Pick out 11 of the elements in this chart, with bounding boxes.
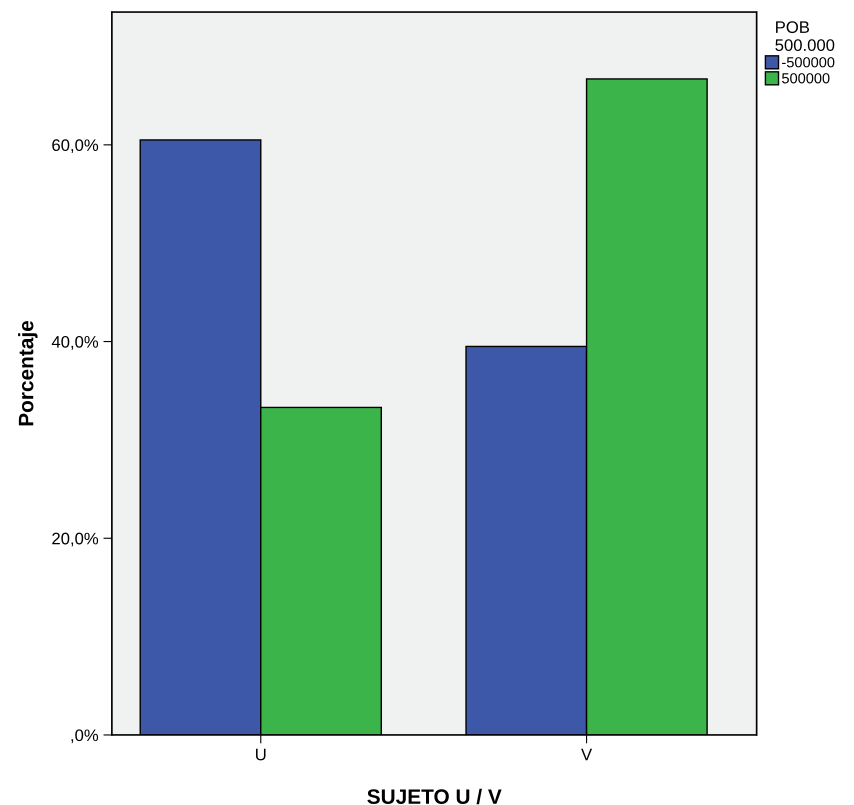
legend-title: POB 500.000 xyxy=(775,21,834,52)
y-tick-label: 40,0% xyxy=(52,336,98,350)
x-tick-label: V xyxy=(581,748,592,760)
legend-label: -500000 xyxy=(782,57,834,68)
x-tick-label: U xyxy=(256,748,266,760)
x-axis-title: SUJETO U / V xyxy=(367,788,502,804)
y-tick-label: 60,0% xyxy=(52,139,98,154)
y-axis-title: Porcentaje xyxy=(18,320,38,426)
legend-label: 500000 xyxy=(782,73,830,84)
y-tick-label: 20,0% xyxy=(52,532,98,546)
y-tick-label: ,0% xyxy=(71,729,98,744)
